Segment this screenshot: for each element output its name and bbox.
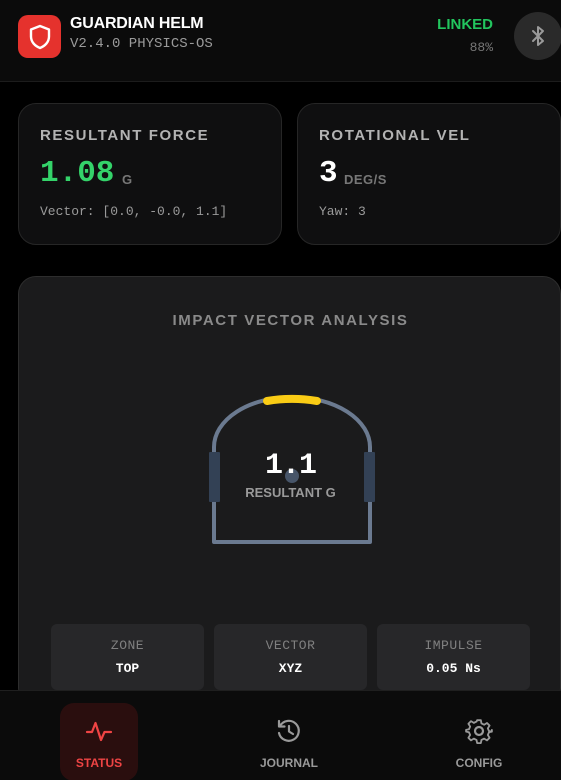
bluetooth-button[interactable] [514, 12, 561, 60]
metric-label: VECTOR [265, 638, 316, 653]
vector-metric: VECTOR XYZ [214, 624, 367, 690]
metric-label: IMPULSE [424, 638, 483, 653]
helmet-left-pad [209, 452, 220, 502]
resultant-force-card: RESULTANT FORCE 1.08 G Vector: [0.0, -0.… [18, 103, 282, 245]
card-label: RESULTANT FORCE [40, 127, 210, 144]
app-version: V2.4.0 PHYSICS-OS [70, 36, 213, 52]
rotation-unit: DEG/S [344, 172, 387, 187]
app-title: GUARDIAN HELM [70, 15, 204, 32]
impact-zone-top-marker [263, 394, 321, 405]
card-label: ROTATIONAL VEL [319, 127, 471, 144]
impact-label: RESULTANT G [245, 485, 336, 500]
rotation-value: 3 [319, 156, 338, 191]
helmet-right-pad [364, 452, 375, 502]
force-value: 1.08 [40, 156, 115, 191]
zone-metric: ZONE TOP [51, 624, 204, 690]
metric-value: TOP [115, 661, 140, 676]
impact-value: 1.1 [264, 449, 317, 483]
metric-value: XYZ [278, 661, 303, 676]
force-unit: G [122, 172, 133, 187]
shield-icon [18, 15, 61, 58]
impact-analysis-panel: IMPACT VECTOR ANALYSIS 1.1 RESULTANT G Z… [18, 276, 561, 706]
nav-label: CONFIG [455, 756, 503, 770]
bottom-nav: STATUS JOURNAL CONFIG [0, 690, 561, 780]
nav-item-status[interactable]: STATUS [60, 703, 138, 780]
impact-point [285, 469, 299, 483]
app-header: GUARDIAN HELM V2.4.0 PHYSICS-OS LINKED 8… [0, 0, 561, 82]
panel-title: IMPACT VECTOR ANALYSIS [172, 312, 409, 329]
nav-item-journal[interactable]: JOURNAL [250, 703, 328, 780]
helmet-diagram [209, 394, 375, 544]
history-icon [277, 719, 300, 742]
metric-value: 0.05 Ns [426, 661, 481, 676]
force-vector: Vector: [0.0, -0.0, 1.1] [40, 204, 228, 219]
nav-label: JOURNAL [259, 756, 318, 770]
metric-label: ZONE [110, 638, 145, 653]
impulse-metric: IMPULSE 0.05 Ns [377, 624, 530, 690]
nav-label: STATUS [75, 756, 123, 770]
nav-item-config[interactable]: CONFIG [440, 703, 518, 780]
gear-icon [465, 719, 493, 745]
yaw-readout: Yaw: 3 [319, 204, 366, 219]
rotational-velocity-card: ROTATIONAL VEL 3 DEG/S Yaw: 3 [297, 103, 561, 245]
link-status: LINKED [437, 16, 493, 33]
bluetooth-icon [532, 26, 544, 46]
battery-level: 88% [469, 40, 493, 55]
activity-icon [85, 721, 113, 742]
